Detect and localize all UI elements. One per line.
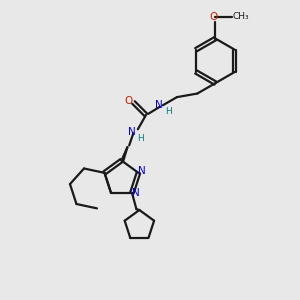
Text: H: H	[165, 107, 171, 116]
Text: H: H	[137, 134, 144, 143]
Text: O: O	[210, 12, 218, 22]
Text: N: N	[128, 127, 136, 137]
Text: N: N	[138, 167, 146, 176]
Text: N: N	[155, 100, 163, 110]
Text: N: N	[132, 188, 140, 198]
Text: CH₃: CH₃	[232, 12, 249, 21]
Text: O: O	[124, 96, 132, 106]
